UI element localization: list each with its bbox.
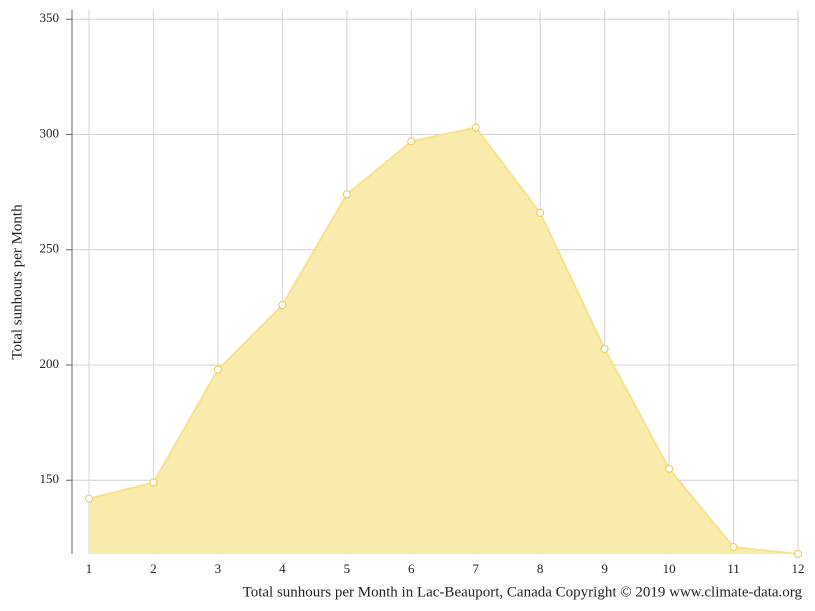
chart-caption: Total sunhours per Month in Lac-Beauport… xyxy=(243,584,803,600)
x-tick-label: 8 xyxy=(537,561,544,576)
y-tick-label: 250 xyxy=(40,241,60,256)
y-tick-label: 200 xyxy=(40,356,60,371)
point xyxy=(213,365,222,374)
point xyxy=(600,344,609,353)
x-tick-label: 4 xyxy=(279,561,286,576)
point xyxy=(149,478,158,487)
point xyxy=(85,494,93,503)
y-tick-label: 350 xyxy=(40,10,60,25)
y-axis-label: Total sunhours per Month xyxy=(9,204,25,360)
y-tick-label: 150 xyxy=(40,471,60,486)
x-tick-label: 9 xyxy=(601,561,608,576)
x-tick-label: 7 xyxy=(472,561,479,576)
point xyxy=(665,464,674,473)
point xyxy=(794,550,802,558)
x-tick-label: 1 xyxy=(86,561,93,576)
x-tick-label: 10 xyxy=(663,561,676,576)
x-tick-label: 5 xyxy=(344,561,351,576)
y-tick-label: 300 xyxy=(40,125,60,140)
x-tick-label: 12 xyxy=(792,561,805,576)
x-tick-label: 11 xyxy=(727,561,740,576)
x-tick-label: 3 xyxy=(215,561,222,576)
point xyxy=(729,543,738,552)
x-tick-label: 2 xyxy=(150,561,157,576)
point xyxy=(278,301,287,310)
area xyxy=(89,127,798,554)
point xyxy=(407,137,416,146)
point xyxy=(471,123,480,132)
point xyxy=(536,208,545,217)
x-tick-label: 6 xyxy=(408,561,415,576)
line xyxy=(88,126,799,555)
point xyxy=(342,190,351,199)
